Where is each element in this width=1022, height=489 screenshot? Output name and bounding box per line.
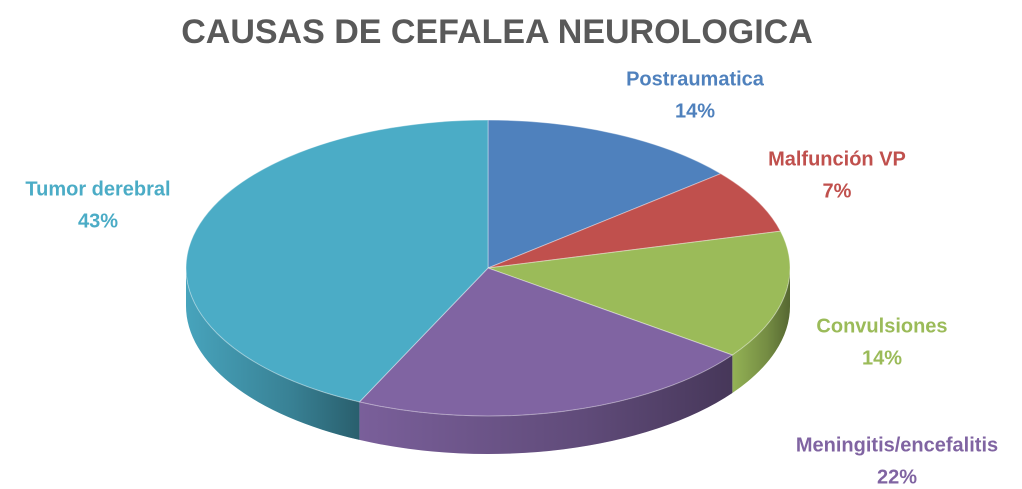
slice-side-shade: [359, 354, 733, 454]
slice: [487, 119, 722, 269]
slice-value-label: 14%: [675, 100, 715, 122]
slice-label: Meningitis/encefalitis: [796, 434, 998, 456]
slice: [358, 267, 734, 417]
slice-value-label: 14%: [862, 347, 902, 369]
slice-side-shade: [186, 268, 360, 440]
slice-label: Convulsiones: [816, 315, 947, 337]
slice-value-label: 7%: [823, 180, 852, 202]
slice-label: Tumor derebral: [25, 178, 170, 200]
chart-title: CAUSAS DE CEFALEA NEUROLOGICA: [181, 13, 813, 51]
slice-value-label: 22%: [877, 466, 917, 488]
slice: [487, 230, 791, 356]
slice-label: Postraumatica: [626, 68, 765, 90]
slice-side-shade: [732, 268, 790, 393]
slice-value-label: 43%: [78, 210, 118, 232]
slice: [185, 119, 489, 403]
slice: [487, 173, 782, 269]
slice-label: Malfunción VP: [768, 148, 906, 170]
